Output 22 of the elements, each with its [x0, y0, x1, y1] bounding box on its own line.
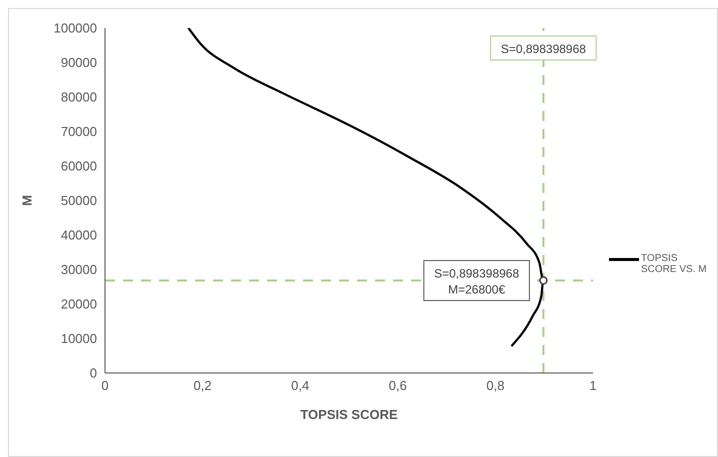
y-tick-label: 50000 — [60, 193, 97, 208]
x-tick-label: 1 — [589, 378, 597, 394]
annotation: S=0,898398968 M=26800€ — [434, 266, 520, 297]
y-axis-title: M — [20, 195, 35, 206]
y-tick-label: 80000 — [60, 90, 97, 105]
y-tick-label: 30000 — [60, 262, 97, 278]
x-tick-label: 0,8 — [486, 378, 504, 394]
x-tick-label: 0,6 — [388, 378, 407, 394]
x-tick-label: 0,4 — [291, 378, 310, 394]
ref-line-label: S=0,898398968 — [500, 42, 586, 56]
x-tick-label: 0 — [101, 378, 109, 394]
y-tick-label: 20000 — [60, 296, 97, 312]
y-tick-label: 60000 — [60, 158, 97, 174]
y-tick-label: 100000 — [54, 20, 97, 36]
y-tick-label: 10000 — [60, 331, 97, 346]
legend-label: TOPSIS SCORE VS. M — [641, 253, 708, 275]
x-axis-title: TOPSIS SCORE — [300, 407, 398, 422]
y-tick-label: 70000 — [60, 124, 97, 140]
y-tick-label: 0 — [90, 366, 97, 381]
x-tick-label: 0,2 — [194, 378, 212, 394]
y-tick-label: 40000 — [60, 228, 97, 243]
y-tick-label: 90000 — [60, 55, 97, 70]
